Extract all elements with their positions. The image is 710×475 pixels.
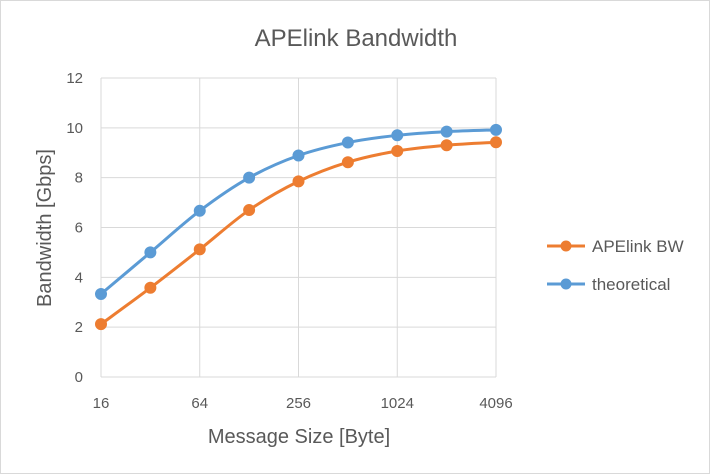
x-tick-label: 64 bbox=[191, 395, 208, 412]
data-point-theoretical bbox=[440, 125, 453, 138]
y-axis-title: Bandwidth [Gbps] bbox=[34, 149, 56, 307]
legend-marker bbox=[560, 278, 572, 290]
legend: APElink BW theoretical bbox=[547, 237, 684, 294]
series-apelink-bw bbox=[95, 136, 502, 331]
x-axis-title: Message Size [Byte] bbox=[208, 426, 390, 448]
data-point-apelink-bw bbox=[341, 156, 354, 169]
x-tick-label: 256 bbox=[286, 395, 311, 412]
legend-item-theoretical: theoretical bbox=[547, 275, 670, 294]
y-tick-label: 12 bbox=[66, 70, 83, 87]
data-point-theoretical bbox=[292, 149, 305, 162]
data-point-apelink-bw bbox=[292, 175, 305, 188]
data-point-apelink-bw bbox=[391, 145, 404, 158]
grid-lines bbox=[100, 77, 497, 378]
x-tick-label: 4096 bbox=[479, 395, 512, 412]
data-point-apelink-bw bbox=[440, 139, 453, 152]
data-point-apelink-bw bbox=[144, 281, 157, 294]
y-tick-label: 6 bbox=[75, 220, 83, 237]
data-point-theoretical bbox=[243, 171, 256, 184]
data-point-theoretical bbox=[193, 204, 206, 217]
data-point-theoretical bbox=[144, 246, 157, 259]
y-tick-label: 2 bbox=[75, 319, 83, 336]
y-tick-label: 0 bbox=[75, 369, 83, 386]
legend-label: theoretical bbox=[592, 275, 670, 294]
x-tick-label: 16 bbox=[93, 395, 110, 412]
x-tick-label: 1024 bbox=[381, 395, 414, 412]
x-axis-tick-labels: 16 64 256 1024 4096 bbox=[93, 395, 513, 412]
data-point-theoretical bbox=[490, 123, 502, 136]
legend-item-apelink-bw: APElink BW bbox=[547, 237, 684, 256]
series-layer bbox=[95, 123, 502, 331]
legend-marker bbox=[560, 240, 572, 252]
data-point-theoretical bbox=[341, 136, 354, 149]
series-theoretical bbox=[95, 123, 502, 301]
y-tick-label: 8 bbox=[75, 170, 83, 187]
chart-title: APElink Bandwidth bbox=[255, 25, 458, 52]
data-point-apelink-bw bbox=[490, 136, 502, 149]
data-point-apelink-bw bbox=[243, 204, 256, 217]
data-point-apelink-bw bbox=[193, 243, 206, 256]
data-point-theoretical bbox=[95, 288, 107, 301]
data-point-theoretical bbox=[391, 129, 404, 142]
data-point-apelink-bw bbox=[95, 318, 107, 331]
y-tick-label: 4 bbox=[75, 269, 83, 286]
y-tick-label: 10 bbox=[66, 120, 83, 137]
legend-label: APElink BW bbox=[592, 237, 684, 256]
y-axis-tick-labels: 0 2 4 6 8 10 12 bbox=[66, 70, 83, 386]
